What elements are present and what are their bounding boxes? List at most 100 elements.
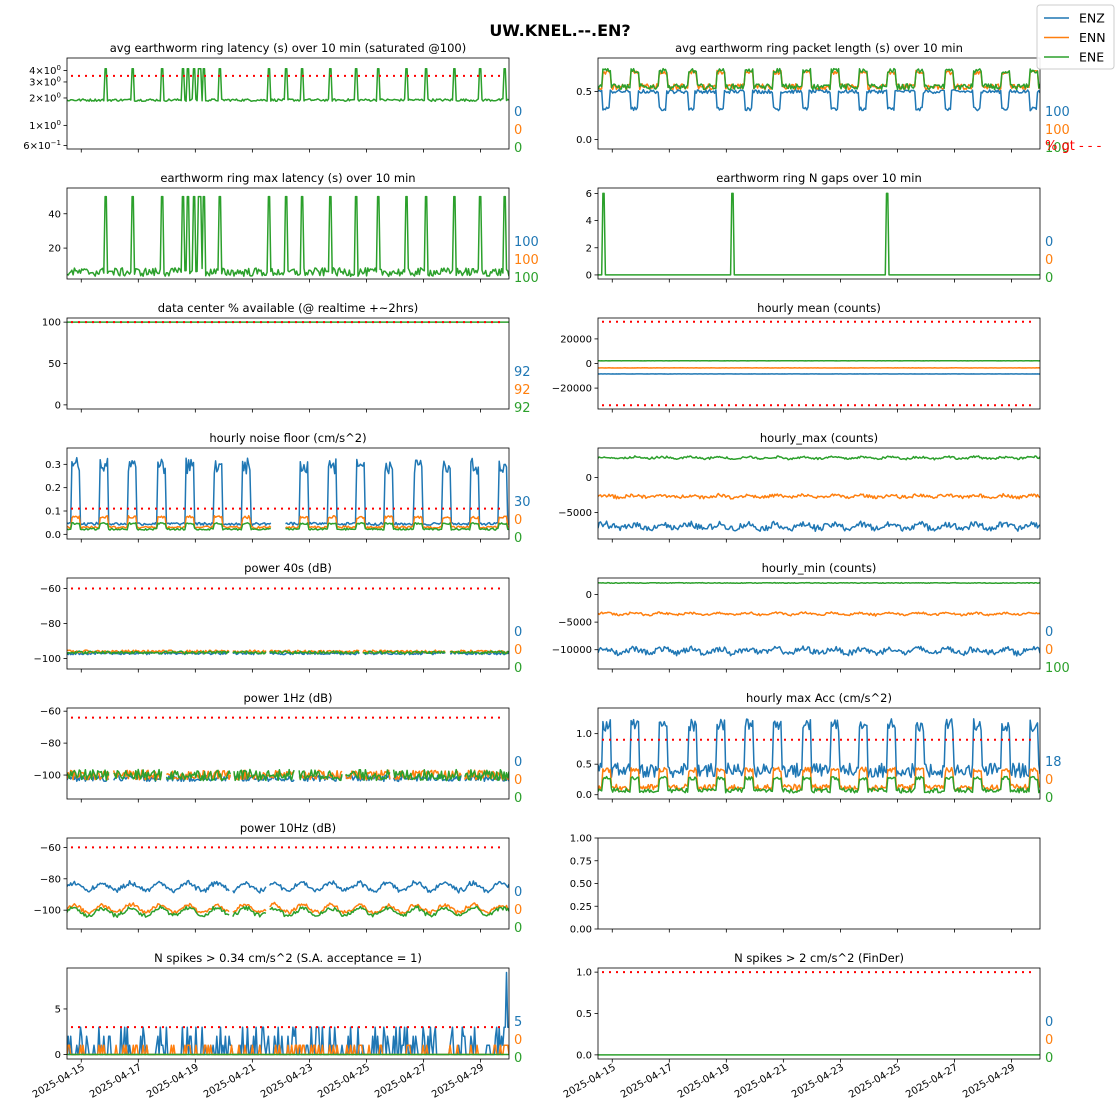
series-line-ene (598, 67, 1040, 91)
subplot-8: hourly_max (counts) −5000 0 (558, 431, 1041, 543)
series-line-ene (67, 521, 509, 531)
y-tick-label: 20000 (560, 334, 592, 345)
series-line-ene (598, 775, 1040, 794)
y-tick-label: 4 (586, 216, 592, 227)
stat-label-enz: 30 (514, 495, 531, 510)
stat-label-enz: 0 (514, 105, 522, 120)
subplot-title: avg earthworm ring packet length (s) ove… (675, 41, 963, 55)
stat-label-enz: 0 (514, 625, 522, 640)
series-line-ene (598, 581, 1040, 585)
subplot-6: hourly mean (counts) −20000 0 20000 (552, 301, 1041, 413)
series-line-ene (67, 768, 509, 782)
y-tick-label: 0.5 (576, 87, 592, 98)
subplot-title: N spikes > 2 cm/s^2 (FinDer) (734, 951, 904, 965)
subplot-title: hourly_min (counts) (762, 561, 877, 575)
stat-label-ene: 0 (1045, 271, 1053, 286)
axes-frame (66, 707, 510, 800)
stat-label-enz: 18 (1045, 755, 1062, 770)
stat-label-ene: 92 (514, 401, 531, 416)
series-line-ene (598, 192, 1040, 276)
stat-label-enn: 0 (1045, 253, 1053, 268)
plot-area (598, 67, 1040, 112)
stat-label-enn: 0 (514, 903, 522, 918)
plot-area (67, 768, 509, 783)
y-tick-label: 40 (48, 209, 61, 220)
stat-label-enz: 100 (1045, 105, 1070, 120)
stat-label-enz: 0 (514, 755, 522, 770)
y-tick-label: 0.25 (570, 902, 592, 913)
y-tick-label: 0.2 (45, 483, 61, 494)
threshold-percent-label: % gt - - - (1045, 139, 1102, 154)
stat-label-enz: 0 (1045, 235, 1053, 250)
stat-label-enn: 0 (514, 1033, 522, 1048)
series-line-ene (67, 905, 509, 918)
legend-box (1036, 4, 1115, 70)
series-line-ene (598, 455, 1040, 461)
y-tick-label: −5000 (558, 618, 592, 629)
series-line-ene (67, 195, 509, 278)
stat-label-ene: 0 (514, 661, 522, 676)
legend: ENZ ENN ENE (1036, 4, 1115, 70)
plot-area (598, 455, 1040, 533)
y-tick-label: −80 (40, 739, 61, 750)
y-tick-label: 6×10−1 (23, 139, 61, 152)
y-tick-label: 50 (48, 359, 61, 370)
plot-area (598, 718, 1040, 794)
axes-frame (597, 577, 1041, 670)
stat-label-enn: 100 (1045, 123, 1070, 138)
y-tick-label: 0.50 (570, 879, 592, 890)
series-line-enn (67, 514, 509, 530)
subplot-title: earthworm ring max latency (s) over 10 m… (160, 171, 415, 185)
stat-label-ene: 0 (514, 791, 522, 806)
y-tick-label: 0.5 (576, 1009, 592, 1020)
axes-frame (597, 447, 1041, 540)
series-line-enn (598, 611, 1040, 617)
y-tick-label: 100 (42, 318, 61, 329)
y-tick-label: −100 (34, 654, 61, 665)
stat-label-enz: 92 (514, 365, 531, 380)
subplot-title: hourly mean (counts) (757, 301, 881, 315)
plot-area (67, 195, 509, 278)
y-tick-label: −80 (40, 619, 61, 630)
subplot-title: data center % available (@ realtime +~2h… (158, 301, 419, 315)
y-tick-label: 0.00 (570, 925, 592, 936)
y-tick-label: 3×100 (29, 75, 61, 88)
y-tick-label: 0.0 (576, 1050, 592, 1061)
plot-area (67, 67, 509, 103)
stat-label-enz: 0 (1045, 625, 1053, 640)
stat-label-ene: 0 (1045, 1051, 1053, 1066)
axes-frame (597, 57, 1041, 150)
stat-label-enn: 92 (514, 383, 531, 398)
y-tick-label: −5000 (558, 508, 592, 519)
y-tick-label: 0 (586, 270, 592, 281)
axes-frame (597, 187, 1041, 280)
series-line-enz (598, 520, 1040, 533)
subplot-4: earthworm ring N gaps over 10 min 0 2 4 6 0 0 0 (586, 171, 1054, 286)
y-tick-label: 4×100 (29, 64, 61, 77)
series-line-enn (67, 901, 509, 915)
subplot-9: power 40s (dB) −100 −80 −60 0 0 0 (34, 561, 523, 676)
y-tick-label: 1.00 (570, 834, 592, 845)
y-tick-label: 0.1 (45, 507, 61, 518)
series-line-enn (598, 766, 1040, 792)
stat-label-enn: 0 (514, 513, 522, 528)
y-tick-label: −100 (34, 906, 61, 917)
plot-area (67, 649, 509, 656)
stat-label-ene: 0 (514, 1051, 522, 1066)
subplot-title: hourly_max (counts) (760, 431, 878, 445)
stat-label-ene: 100 (514, 271, 539, 286)
y-tick-label: −20000 (552, 384, 592, 395)
y-tick-label: −10000 (552, 645, 592, 656)
subplot-title: power 1Hz (dB) (243, 691, 332, 705)
subplot-title: N spikes > 0.34 cm/s^2 (S.A. acceptance … (154, 951, 422, 965)
plot-area (598, 581, 1040, 657)
series-line-enz (598, 718, 1040, 779)
stat-label-enn: 0 (514, 773, 522, 788)
axes-frame (66, 837, 510, 930)
subplot-title: hourly max Acc (cm/s^2) (746, 691, 892, 705)
y-tick-label: 6 (586, 189, 592, 200)
stat-label-enn: 0 (514, 123, 522, 138)
stat-label-ene: 0 (514, 921, 522, 936)
y-tick-label: 2 (586, 243, 592, 254)
